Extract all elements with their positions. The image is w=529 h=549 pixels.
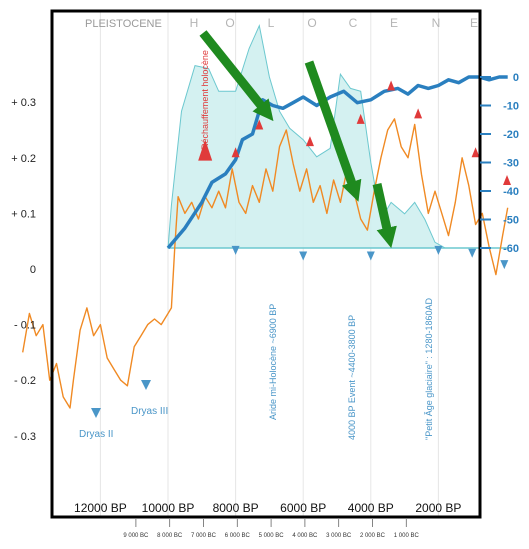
holocene-letter: E <box>390 16 398 30</box>
left-tick-label: + 0.3 <box>11 97 36 109</box>
right-axis: 0 -10 -20 -30 -40 -50 -60 <box>480 72 519 255</box>
x-tick-label: 6000 BP <box>280 501 326 515</box>
cool-event-marker <box>231 245 240 255</box>
holocene-letter: O <box>225 16 234 30</box>
depth-line <box>166 75 508 250</box>
event4000-label: 4000 BP Event ~4400-3800 BP <box>347 315 357 440</box>
cool-event-marker <box>366 251 375 261</box>
left-tick-label: - 0.3 <box>14 431 36 443</box>
warm-event-marker <box>305 136 314 147</box>
cool-event-marker <box>468 248 477 258</box>
right-tick-label: -30 <box>503 158 519 170</box>
bc-tick-label: 4 000 BC <box>292 533 318 539</box>
right-tick-label: -60 <box>503 243 519 255</box>
pleistocene-annotations: Dryas II Dryas III Réchauffement holocène A… <box>79 50 434 440</box>
cool-event-marker <box>434 245 443 255</box>
holocene-letter: C <box>349 16 358 30</box>
bc-tick-label: 9 000 BC <box>123 533 149 539</box>
left-tick-label: + 0.1 <box>11 208 36 220</box>
left-tick-label: - 0.2 <box>14 375 36 387</box>
warm-event-marker <box>503 175 512 186</box>
holocene-letter: E <box>470 16 478 30</box>
trend-arrow <box>199 30 274 122</box>
holocene-letter: H <box>190 16 199 30</box>
bc-axis: 9 000 BC 8 000 BC 7 000 BC 6 000 BC 5 000 BC… <box>123 519 419 539</box>
rechauffement-label: Réchauffement holocène <box>200 50 210 150</box>
left-tick-label: 0 <box>30 264 36 276</box>
right-tick-label: -10 <box>503 101 519 113</box>
cool-event-marker <box>299 251 308 261</box>
holocene-letter: O <box>307 16 316 30</box>
warm-event-marker <box>471 147 480 158</box>
series-lines <box>22 75 509 409</box>
warm-event-marker <box>255 119 264 130</box>
temperature-line <box>22 118 509 409</box>
bc-tick-label: 3 000 BC <box>326 533 352 539</box>
trend-arrow <box>304 60 362 202</box>
right-tick-label: -40 <box>503 186 519 198</box>
bc-tick-label: 7 000 BC <box>191 533 217 539</box>
bc-tick-label: 6 000 BC <box>225 533 251 539</box>
dryas3-label: Dryas III <box>131 406 168 417</box>
right-tick-label: -20 <box>503 129 519 141</box>
cool-event-marker <box>500 260 509 270</box>
holocene-letter: N <box>432 16 441 30</box>
epoch-label-pleistocene: PLEISTOCENE <box>85 18 162 30</box>
x-axis: 12000 BP 10000 BP 8000 BP 6000 BP 4000 BP 200… <box>74 501 461 515</box>
holocene-warming-marker <box>198 139 213 161</box>
petit-age-label: "Petit Âge glaciaire" : 1280-1860AD <box>424 298 434 440</box>
warm-event-marker <box>414 108 423 119</box>
warm-event-marker <box>387 80 396 91</box>
holocene-letter: L <box>268 16 275 30</box>
x-tick-label: 12000 BP <box>74 501 127 515</box>
plot-frame <box>50 9 482 519</box>
warm-event-marker <box>356 113 365 124</box>
warm-event-marker <box>231 147 240 158</box>
trend-arrow <box>372 183 397 249</box>
bc-tick-label: 2 000 BC <box>360 533 386 539</box>
x-tick-label: 8000 BP <box>213 501 259 515</box>
bc-tick-label: 5 000 BC <box>259 533 285 539</box>
dryas2-marker <box>91 408 101 418</box>
x-tick-label: 10000 BP <box>142 501 195 515</box>
x-tick-label: 4000 BP <box>348 501 394 515</box>
left-axis: + 0.3 + 0.2 + 0.1 0 - 0.1 - 0.2 - 0.3 <box>11 97 36 443</box>
bc-tick-label: 8 000 BC <box>157 533 183 539</box>
event-markers <box>198 80 512 270</box>
left-tick-label: + 0.2 <box>11 153 36 165</box>
right-tick-label: -50 <box>503 215 519 227</box>
right-tick-label: 0 <box>513 72 519 84</box>
bc-tick-label: 1 000 BC <box>394 533 420 539</box>
trend-arrows <box>199 30 397 249</box>
dryas3-marker <box>141 380 151 390</box>
dryas2-label: Dryas II <box>79 429 113 440</box>
aride-label: Aride mi-Holocène ~6900 BP <box>268 304 278 420</box>
left-tick-label: - 0.1 <box>14 320 36 332</box>
x-tick-label: 2000 BP <box>415 501 461 515</box>
